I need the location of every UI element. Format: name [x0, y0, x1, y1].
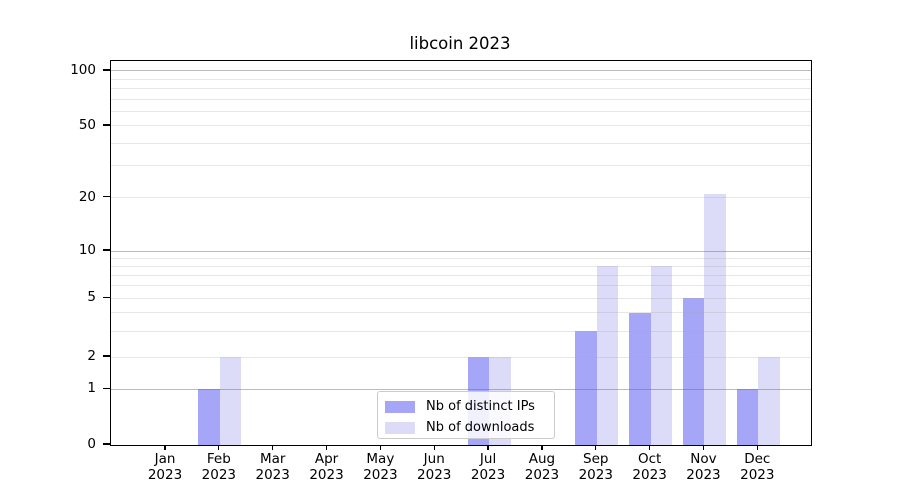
legend-swatch-distinct-ips: [385, 400, 415, 413]
gridline-minor-6: [111, 285, 811, 287]
gridline-minor-50: [111, 125, 811, 127]
legend-label-downloads: Nb of downloads: [426, 420, 535, 435]
x-tick-label-mar: Mar 2023: [255, 451, 290, 483]
chart-title: libcoin 2023: [409, 34, 511, 53]
x-tick-label-may: May 2023: [363, 451, 398, 483]
bar-distinct-ips-sep: [575, 331, 597, 445]
bar-distinct-ips-oct: [629, 312, 651, 445]
x-tick-mark-jun: [433, 445, 435, 450]
bar-downloads-dec: [758, 357, 780, 445]
y-tick-label-1: 1: [87, 380, 96, 397]
gridline-minor-20: [111, 197, 811, 199]
y-tick-mark-5: [103, 296, 110, 298]
bar-distinct-ips-dec: [736, 389, 759, 445]
x-tick-mark-nov: [702, 445, 705, 450]
y-tick-label-0: 0: [87, 436, 96, 452]
x-tick-mark-jan: [164, 445, 166, 450]
x-tick-label-dec: Dec 2023: [740, 451, 775, 483]
x-tick-mark-mar: [272, 445, 274, 450]
legend-box: Nb of distinct IPs Nb of downloads: [377, 391, 555, 439]
gridline-minor-40: [111, 142, 811, 144]
x-tick-mark-jul: [487, 445, 489, 450]
x-tick-mark-aug: [541, 445, 543, 450]
gridline-minor-7: [111, 274, 811, 276]
bar-distinct-ips-nov: [682, 298, 705, 445]
gridline-major-1: [111, 388, 811, 390]
legend-swatch-downloads: [385, 421, 415, 434]
y-tick-label-5: 5: [87, 289, 96, 306]
bar-downloads-sep: [596, 266, 619, 445]
gridline-minor-9: [111, 257, 811, 259]
x-tick-mark-apr: [325, 445, 328, 450]
gridline-minor-30: [111, 165, 811, 167]
y-tick-mark-50: [103, 124, 110, 126]
y-tick-mark-1: [103, 387, 110, 389]
x-tick-label-sep: Sep 2023: [578, 451, 613, 483]
y-tick-mark-20: [103, 196, 110, 198]
x-tick-label-jul: Jul 2023: [470, 451, 506, 483]
bar-distinct-ips-feb: [198, 389, 220, 445]
y-tick-label-50: 50: [78, 116, 96, 133]
gridline-minor-5: [111, 297, 811, 299]
plot-area: [110, 60, 812, 446]
x-tick-label-nov: Nov 2023: [686, 451, 721, 483]
gridline-minor-3: [111, 330, 811, 332]
x-tick-label-aug: Aug 2023: [524, 451, 560, 483]
bar-downloads-oct: [650, 266, 673, 445]
x-tick-mark-dec: [756, 445, 758, 450]
y-tick-mark-10: [103, 249, 110, 251]
gridline-minor-8: [111, 265, 811, 267]
y-tick-label-20: 20: [78, 188, 96, 205]
gridline-minor-70: [111, 98, 811, 100]
legend-item-downloads: Nb of downloads: [385, 417, 550, 438]
y-tick-label-10: 10: [78, 242, 96, 259]
gridline-minor-80: [111, 88, 811, 90]
y-tick-mark-100: [103, 69, 110, 71]
y-tick-label-2: 2: [87, 348, 96, 365]
y-tick-mark-2: [103, 355, 110, 357]
bar-downloads-nov: [704, 193, 726, 445]
x-tick-mark-oct: [648, 445, 651, 450]
bar-downloads-feb: [219, 357, 242, 445]
gridline-minor-4: [111, 312, 811, 314]
x-tick-label-jan: Jan 2023: [147, 451, 183, 483]
x-tick-label-oct: Oct 2023: [632, 451, 667, 483]
legend-item-distinct-ips: Nb of distinct IPs: [385, 396, 550, 417]
x-tick-mark-may: [379, 445, 382, 450]
gridline-major-100: [111, 70, 811, 72]
gridline-minor-60: [111, 110, 811, 112]
gridline-minor-90: [111, 78, 811, 80]
y-tick-label-100: 100: [70, 61, 96, 78]
gridline-major-10: [111, 250, 811, 252]
x-tick-label-apr: Apr 2023: [309, 451, 344, 483]
legend-label-distinct-ips: Nb of distinct IPs: [426, 399, 535, 414]
x-tick-label-feb: Feb 2023: [201, 451, 237, 483]
gridline-minor-2: [111, 356, 811, 358]
x-tick-mark-feb: [218, 445, 220, 450]
x-tick-mark-sep: [595, 445, 597, 450]
x-tick-label-jun: Jun 2023: [417, 451, 452, 483]
y-tick-mark-0: [103, 443, 110, 445]
